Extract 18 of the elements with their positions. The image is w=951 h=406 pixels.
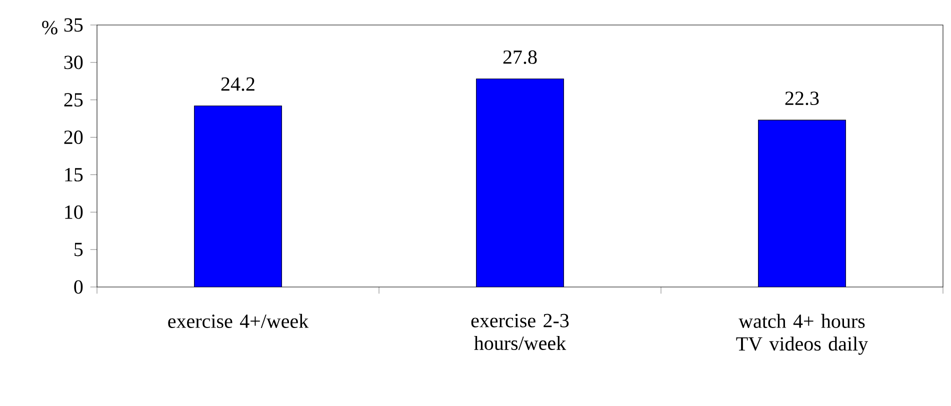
data-label: 27.8 [503, 50, 537, 64]
y-tick-label: 25 [64, 93, 83, 107]
x-tick-label: exercise 4+/week [168, 314, 309, 328]
y-tick-label: 0 [74, 280, 83, 294]
data-label: 22.3 [785, 92, 819, 106]
y-axis-title: % [42, 20, 58, 34]
y-tick-label: 15 [65, 168, 83, 182]
y-tick-label: 30 [64, 56, 83, 70]
bar [758, 120, 846, 287]
data-label: 24.2 [221, 77, 254, 91]
y-tick-label: 35 [64, 18, 83, 32]
y-tick-label: 10 [65, 205, 83, 219]
x-tick-label: watch 4+ hours TV videos daily [736, 314, 868, 355]
y-tick-label: 20 [64, 130, 83, 144]
bar [476, 78, 564, 287]
x-tick-label: exercise 2-3 hours/week [471, 314, 569, 350]
y-tick-label: 5 [74, 242, 83, 256]
bar [194, 106, 282, 287]
